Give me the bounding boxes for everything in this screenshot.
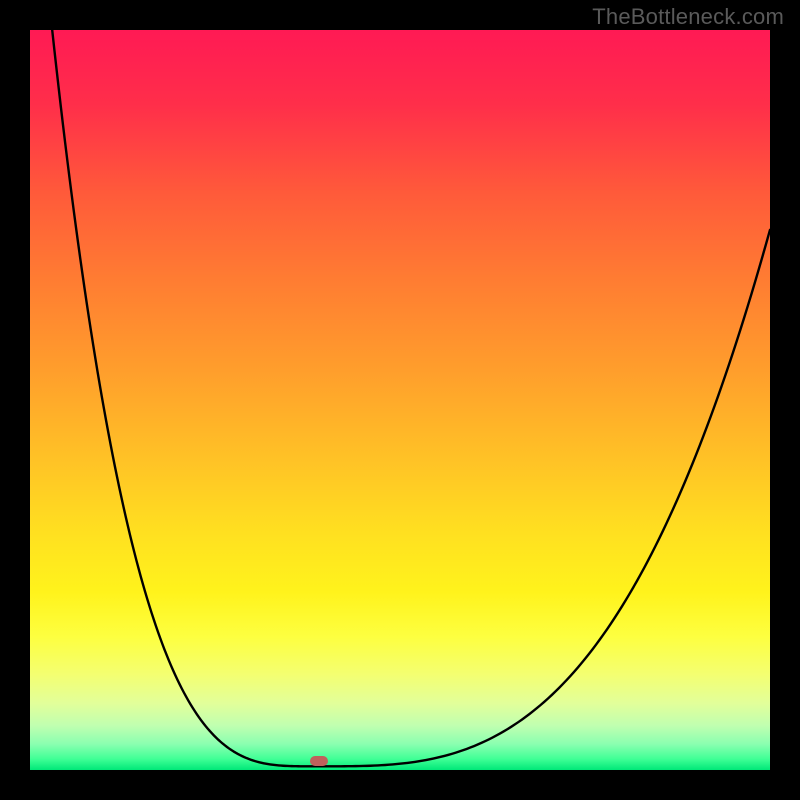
bottleneck-curve xyxy=(30,30,770,770)
optimum-marker xyxy=(310,756,328,766)
plot-area xyxy=(30,30,770,770)
chart-container: TheBottleneck.com xyxy=(0,0,800,800)
watermark-text: TheBottleneck.com xyxy=(592,4,784,30)
